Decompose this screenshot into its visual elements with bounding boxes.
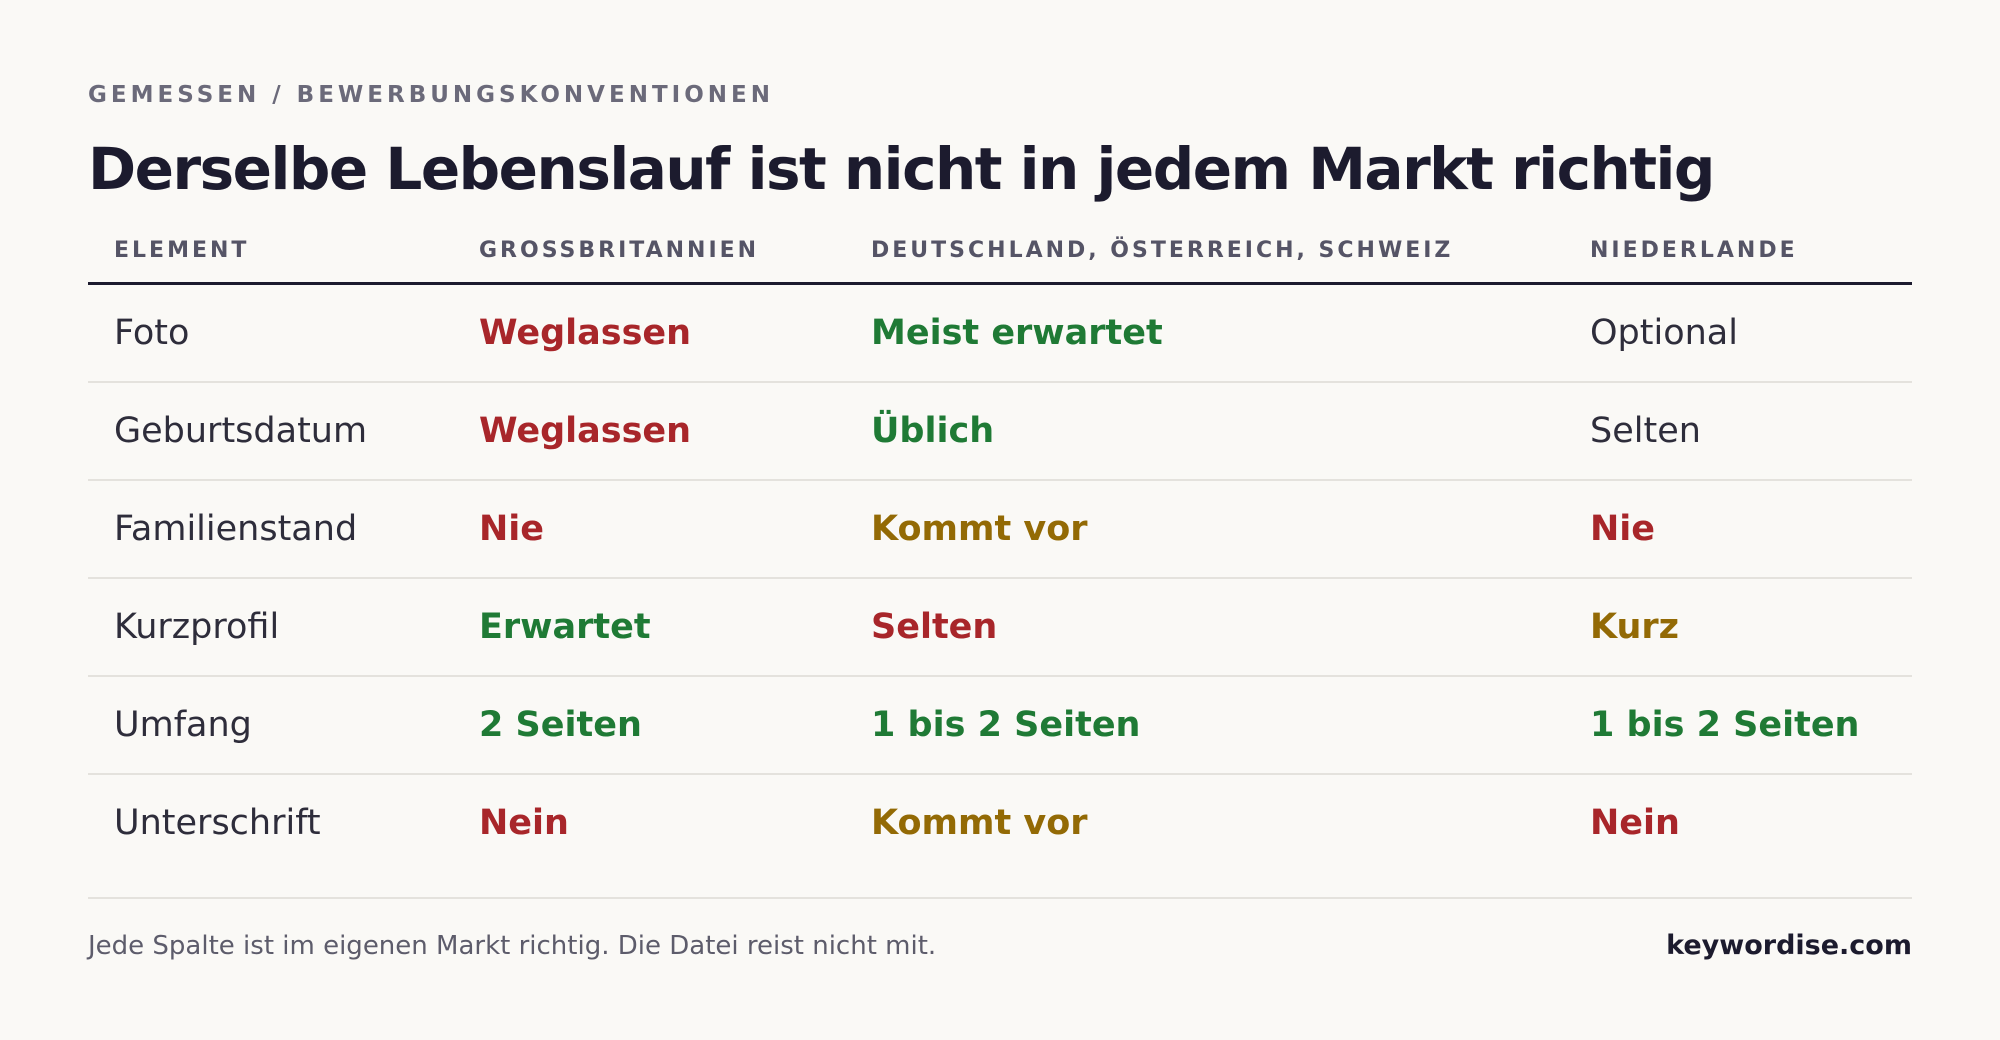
cell-value-dach: Üblich	[871, 411, 995, 451]
table-row: Kurzprofil Erwartet Selten Kurz	[88, 579, 1912, 677]
column-header-uk: GROSSBRITANNIEN	[479, 238, 760, 263]
cell-value-dach: Meist erwartet	[871, 313, 1163, 353]
cell-value-nl: Selten	[1590, 411, 1701, 451]
row-label: Kurzprofil	[114, 607, 280, 647]
table-row: Umfang 2 Seiten 1 bis 2 Seiten 1 bis 2 S…	[88, 677, 1912, 775]
cell-value-dach: Kommt vor	[871, 509, 1088, 549]
column-header-dach: DEUTSCHLAND, ÖSTERREICH, SCHWEIZ	[871, 238, 1454, 263]
eyebrow-label: GEMESSEN / BEWERBUNGSKONVENTIONEN	[88, 82, 774, 108]
cell-value-dach: Kommt vor	[871, 803, 1088, 843]
cell-value-uk: Nein	[479, 803, 569, 843]
cell-value-nl: Nein	[1590, 803, 1680, 843]
cell-value-dach: 1 bis 2 Seiten	[871, 705, 1141, 745]
cell-value-dach: Selten	[871, 607, 998, 647]
cell-value-nl: 1 bis 2 Seiten	[1590, 705, 1860, 745]
footer-divider	[88, 897, 1912, 899]
comparison-table: ELEMENT GROSSBRITANNIEN DEUTSCHLAND, ÖST…	[88, 220, 1912, 871]
table-row: Unterschrift Nein Kommt vor Nein	[88, 775, 1912, 871]
table-row: Geburtsdatum Weglassen Üblich Selten	[88, 383, 1912, 481]
cell-value-uk: Weglassen	[479, 411, 692, 451]
row-label: Umfang	[114, 705, 252, 745]
cell-value-nl: Kurz	[1590, 607, 1680, 647]
footer-note: Jede Spalte ist im eigenen Markt richtig…	[88, 931, 937, 961]
table-row: Foto Weglassen Meist erwartet Optional	[88, 285, 1912, 383]
cell-value-uk: 2 Seiten	[479, 705, 642, 745]
column-header-element: ELEMENT	[114, 238, 250, 263]
cell-value-uk: Weglassen	[479, 313, 692, 353]
cell-value-uk: Erwartet	[479, 607, 651, 647]
row-label: Foto	[114, 313, 190, 353]
row-label: Familienstand	[114, 509, 358, 549]
column-header-nl: NIEDERLANDE	[1590, 238, 1798, 263]
row-label: Unterschrift	[114, 803, 321, 843]
cell-value-nl: Optional	[1590, 313, 1738, 353]
cell-value-nl: Nie	[1590, 509, 1656, 549]
brand-name: keywordise.com	[1666, 930, 1912, 961]
table-row: Familienstand Nie Kommt vor Nie	[88, 481, 1912, 579]
table-header-row: ELEMENT GROSSBRITANNIEN DEUTSCHLAND, ÖST…	[88, 220, 1912, 285]
cell-value-uk: Nie	[479, 509, 545, 549]
row-label: Geburtsdatum	[114, 411, 368, 451]
page-title: Derselbe Lebenslauf ist nicht in jedem M…	[88, 135, 1715, 203]
